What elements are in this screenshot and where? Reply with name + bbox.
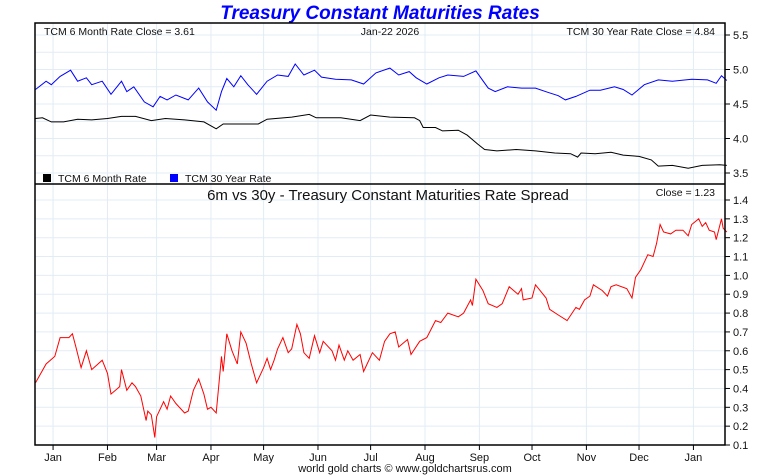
- x-tick-label: Sep: [470, 452, 490, 464]
- date-label: Jan-22 2026: [361, 26, 420, 38]
- x-tick-label: Jan: [44, 452, 62, 464]
- x-tick-label: Jan: [685, 452, 703, 464]
- x-tick-label: Aug: [415, 452, 435, 464]
- legend-six-month: TCM 6 Month Rate: [58, 173, 147, 185]
- bottom-y-tick-label: 1.0: [733, 270, 748, 282]
- top-y-tick-label: 3.5: [733, 168, 748, 180]
- spread-title: 6m vs 30y - Treasury Constant Maturities…: [207, 187, 569, 204]
- x-tick-label: Dec: [629, 452, 649, 464]
- top-y-tick-label: 4.0: [733, 134, 748, 146]
- chart-title: Treasury Constant Maturities Rates: [220, 3, 540, 24]
- spread-line: [35, 218, 728, 438]
- bottom-y-tick-label: 1.3: [733, 214, 748, 226]
- footer-credit: world gold charts © www.goldchartsrus.co…: [297, 463, 512, 475]
- bottom-y-tick-label: 0.8: [733, 308, 748, 320]
- bottom-y-tick-label: 1.4: [733, 195, 748, 207]
- bottom-y-tick-label: 0.9: [733, 289, 748, 301]
- x-tick-label: Jul: [364, 452, 378, 464]
- x-tick-label: Apr: [202, 452, 219, 464]
- x-tick-label: Feb: [98, 452, 117, 464]
- grid-lines: [35, 23, 725, 446]
- axes: 5.5 5.0 4.5 4.0 3.5 1.4 1.3 1.2 1.1 1.0 0.9 0.8 0.7 0…: [44, 30, 748, 464]
- x-tick-label: Jun: [309, 452, 327, 464]
- six-month-close-label: TCM 6 Month Rate Close = 3.61: [44, 26, 195, 38]
- legend-swatch-thirty-year: [170, 174, 178, 182]
- bottom-y-tick-label: 1.2: [733, 233, 748, 245]
- x-tick-label: Nov: [577, 452, 597, 464]
- legend-thirty-year: TCM 30 Year Rate: [185, 173, 272, 185]
- bottom-y-tick-label: 0.5: [733, 365, 748, 377]
- x-tick-label: Mar: [147, 452, 166, 464]
- bottom-y-tick-label: 0.6: [733, 346, 748, 358]
- bottom-y-tick-label: 0.2: [733, 421, 748, 433]
- x-tick-label: May: [253, 452, 274, 464]
- top-y-tick-label: 5.0: [733, 65, 748, 77]
- legend-swatch-six-month: [43, 174, 51, 182]
- bottom-y-tick-label: 0.7: [733, 327, 748, 339]
- bottom-y-tick-label: 1.1: [733, 252, 748, 264]
- bottom-y-tick-label: 0.3: [733, 402, 748, 414]
- x-tick-label: Oct: [523, 452, 540, 464]
- bottom-y-tick-label: 0.4: [733, 383, 748, 395]
- spread-close-label: Close = 1.23: [656, 187, 715, 199]
- thirty-year-close-label: TCM 30 Year Rate Close = 4.84: [566, 26, 715, 38]
- six-month-rate-line: [35, 113, 727, 169]
- top-y-tick-label: 5.5: [733, 30, 748, 42]
- plot-frame: [34, 22, 726, 446]
- top-y-tick-label: 4.5: [733, 99, 748, 111]
- thirty-year-rate-line: [35, 63, 728, 112]
- bottom-y-tick-label: 0.1: [733, 440, 748, 452]
